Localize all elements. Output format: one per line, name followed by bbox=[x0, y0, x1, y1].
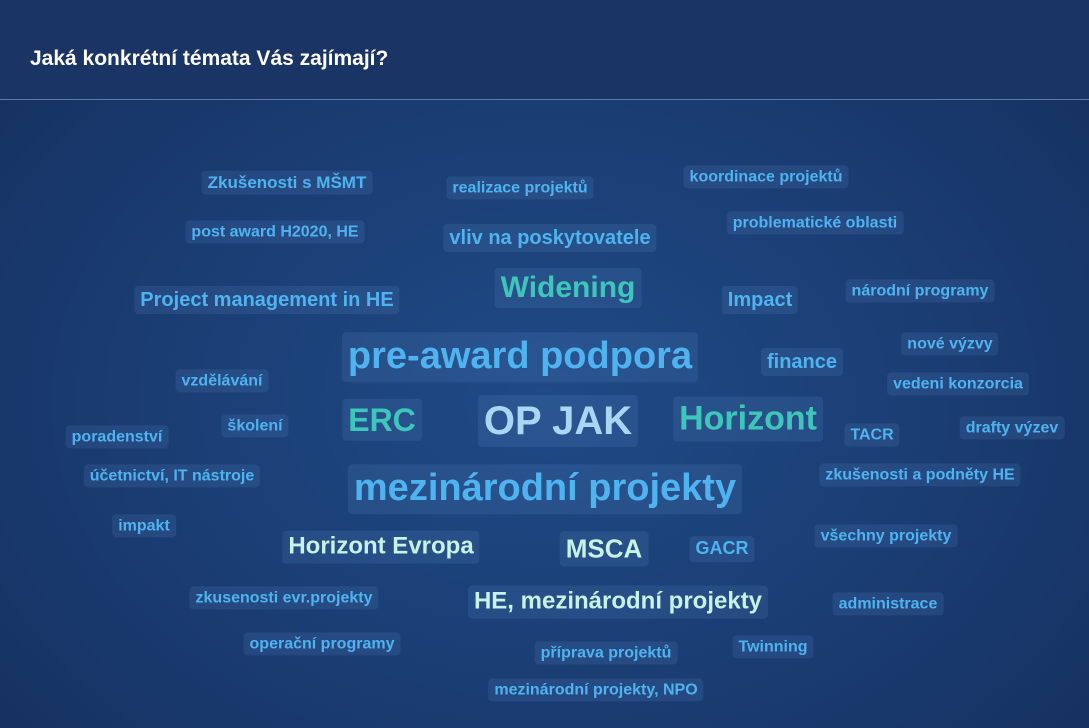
word: Horizont Evropa bbox=[282, 530, 480, 564]
title: Jaká konkrétní témata Vás zajímají? bbox=[30, 47, 389, 70]
word: Project management in HE bbox=[134, 286, 400, 314]
word: administrace bbox=[832, 592, 944, 616]
word: koordinace projektů bbox=[683, 165, 849, 189]
word: operační programy bbox=[243, 632, 401, 656]
word: HE, mezinárodní projekty bbox=[467, 585, 769, 619]
word: impakt bbox=[112, 514, 176, 538]
word: mezinárodní projekty, NPO bbox=[488, 678, 704, 702]
word: pre-award podpora bbox=[341, 332, 699, 382]
header: Jaká konkrétní témata Vás zajímají? bbox=[0, 0, 1089, 100]
word: vzdělávání bbox=[175, 369, 269, 393]
word: finance bbox=[760, 348, 844, 376]
word: Twinning bbox=[732, 635, 814, 659]
word: nové výzvy bbox=[901, 332, 999, 356]
word: všechny projekty bbox=[814, 524, 958, 548]
word: ERC bbox=[342, 398, 422, 442]
word: vliv na poskytovatele bbox=[443, 224, 657, 252]
word: TACR bbox=[844, 423, 900, 447]
word: GACR bbox=[689, 536, 755, 562]
word: školení bbox=[221, 414, 289, 438]
word: mezinárodní projekty bbox=[347, 464, 743, 514]
word: drafty výzev bbox=[959, 416, 1065, 440]
word: Widening bbox=[494, 268, 642, 308]
word: Impact bbox=[721, 286, 799, 314]
word: Zkušenosti s MŠMT bbox=[201, 170, 373, 196]
word: MSCA bbox=[559, 531, 649, 567]
word: vedeni konzorcia bbox=[887, 372, 1029, 396]
word: účetnictví, IT nástroje bbox=[83, 464, 261, 488]
word: národní programy bbox=[845, 279, 995, 303]
word: poradenství bbox=[65, 425, 169, 449]
word: OP JAK bbox=[477, 395, 639, 447]
word: Horizont bbox=[673, 396, 823, 442]
word: realizace projektů bbox=[446, 176, 594, 200]
word: zkusenosti evr.projekty bbox=[189, 586, 379, 610]
word: post award H2020, HE bbox=[185, 220, 365, 244]
word: problematické oblasti bbox=[726, 211, 904, 235]
word: zkušenosti a podněty HE bbox=[819, 463, 1021, 487]
word: příprava projektů bbox=[534, 641, 678, 665]
